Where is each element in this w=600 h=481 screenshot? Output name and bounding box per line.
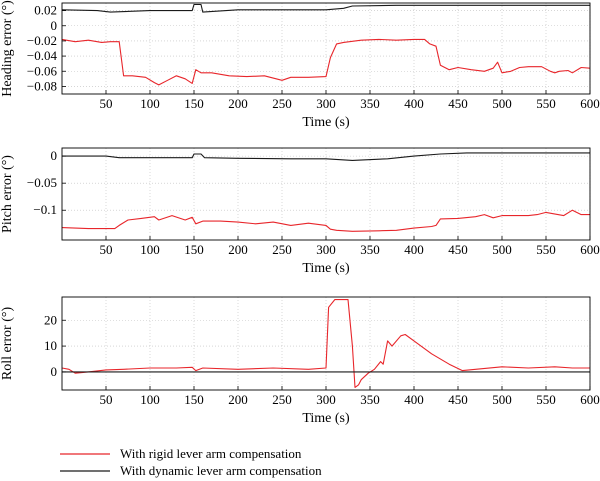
x-tick-label: 350 [360, 392, 380, 407]
x-axis-label: Time (s) [302, 261, 350, 276]
x-tick-label: 500 [492, 242, 512, 257]
x-tick-label: 600 [580, 392, 600, 407]
x-tick-label: 500 [492, 392, 512, 407]
x-tick-label: 350 [360, 96, 380, 111]
x-tick-label: 50 [100, 96, 113, 111]
legend-rigid-label: With rigid lever arm compensation [120, 446, 302, 461]
dynamic-series-line [62, 3, 590, 13]
x-tick-label: 100 [140, 96, 160, 111]
x-tick-label: 400 [404, 392, 424, 407]
x-tick-label: 50 [100, 242, 113, 257]
legend-dynamic-label: With dynamic lever arm compensation [120, 463, 322, 478]
dynamic-series-line [62, 152, 590, 161]
y-tick-label: 0 [51, 364, 58, 379]
plot-frame [61, 296, 591, 391]
x-tick-label: 350 [360, 242, 380, 257]
y-axis-label: Pitch error (°) [0, 155, 15, 233]
x-tick-label: 250 [272, 96, 292, 111]
y-tick-label: −0.1 [33, 202, 57, 217]
x-tick-label: 200 [228, 96, 248, 111]
x-tick-label: 550 [536, 96, 556, 111]
x-tick-label: 150 [184, 96, 204, 111]
y-tick-label: 20 [44, 312, 57, 327]
x-tick-label: 300 [316, 392, 336, 407]
x-tick-label: 300 [316, 242, 336, 257]
x-tick-label: 100 [140, 392, 160, 407]
x-tick-label: 600 [580, 242, 600, 257]
y-tick-label: −0.04 [27, 48, 58, 63]
x-tick-label: 550 [536, 242, 556, 257]
y-tick-label: 0 [51, 148, 58, 163]
chart-panels: 50 100 150 200 250 300 350 400 450 500 550 6000.020… [0, 0, 600, 426]
y-tick-label: −0.05 [27, 175, 57, 190]
rigid-series-line [62, 299, 590, 388]
x-tick-label: 150 [184, 242, 204, 257]
roll-panel: 50 100 150 200 250 300 350 400 450 500 550 60020100… [0, 296, 600, 426]
x-tick-label: 450 [448, 96, 468, 111]
x-tick-label: 250 [272, 242, 292, 257]
x-tick-label: 200 [228, 392, 248, 407]
y-axis-label: Roll error (°) [0, 307, 15, 381]
x-tick-label: 50 [100, 392, 113, 407]
x-tick-label: 550 [536, 392, 556, 407]
x-tick-label: 450 [448, 242, 468, 257]
x-tick-label: 400 [404, 242, 424, 257]
y-tick-label: 10 [44, 338, 57, 353]
x-axis-label: Time (s) [302, 115, 350, 130]
x-tick-label: 600 [580, 96, 600, 111]
y-tick-label: −0.08 [27, 78, 57, 93]
rigid-series-line [62, 38, 590, 86]
x-tick-label: 450 [448, 392, 468, 407]
y-axis-label: Heading error (°) [0, 0, 15, 97]
x-tick-label: 150 [184, 392, 204, 407]
x-tick-label: 500 [492, 96, 512, 111]
y-tick-label: 0 [51, 18, 58, 33]
x-tick-label: 300 [316, 96, 336, 111]
x-tick-label: 400 [404, 96, 424, 111]
x-tick-label: 100 [140, 242, 160, 257]
y-tick-label: −0.06 [27, 63, 58, 78]
heading-panel: 50 100 150 200 250 300 350 400 450 500 550 600 0.020… [0, 0, 600, 130]
x-axis-label: Time (s) [302, 411, 350, 426]
pitch-panel: 50 100 150 200 250 300 350 400 450 500 550 600 0 −0.0… [0, 147, 600, 276]
y-tick-label: 0.02 [34, 3, 57, 18]
legend: With rigid lever arm compensation With d… [60, 446, 322, 478]
x-tick-label: 250 [272, 392, 292, 407]
rigid-series-line [62, 209, 590, 232]
x-tick-label: 200 [228, 242, 248, 257]
y-tick-label: −0.02 [27, 33, 57, 48]
